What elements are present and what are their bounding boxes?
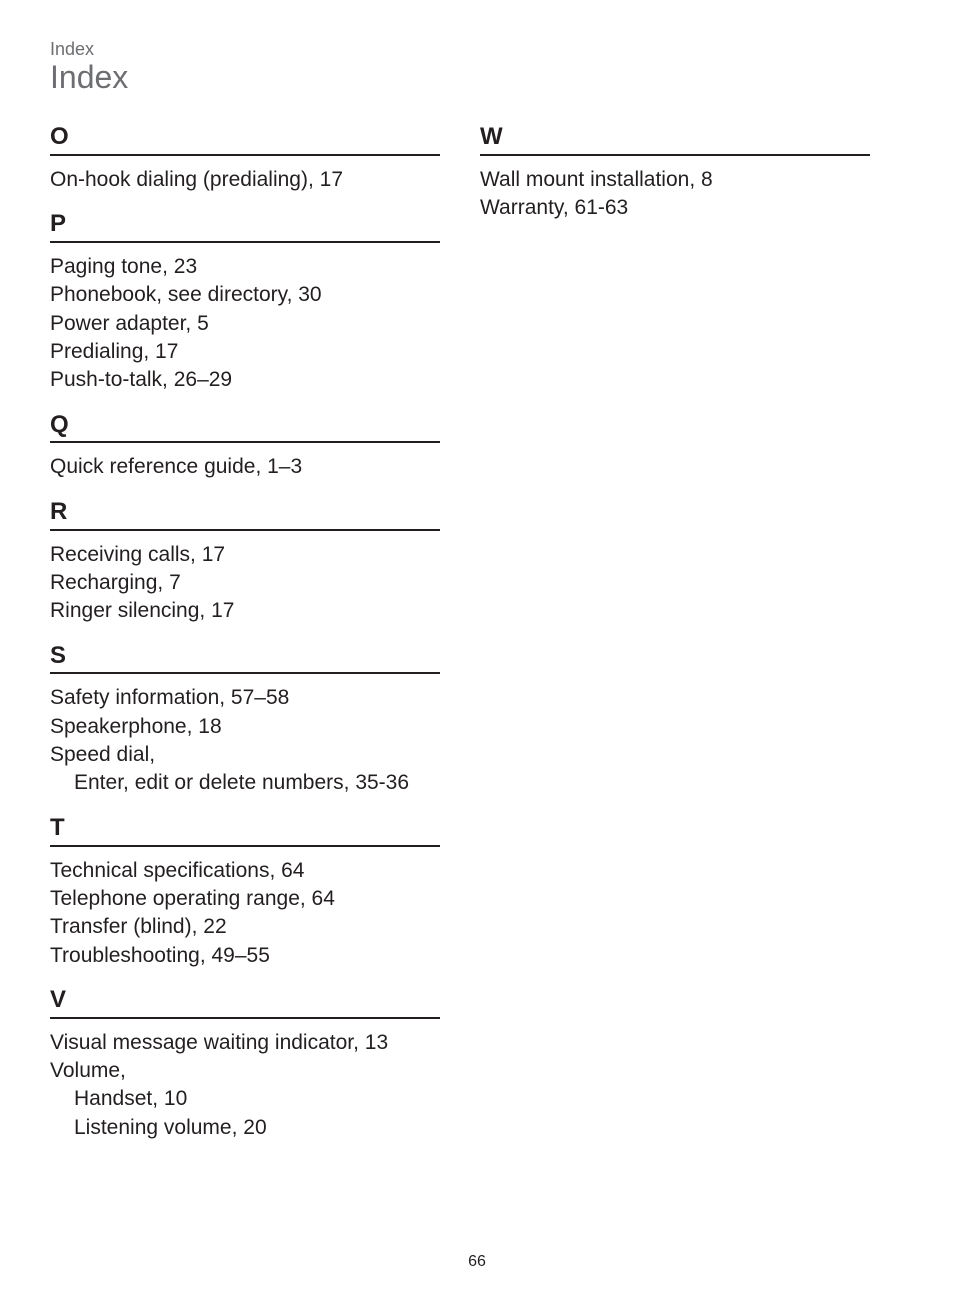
index-entry: Safety information, 57–58: [50, 684, 440, 712]
index-entry: Transfer (blind), 22: [50, 913, 440, 941]
index-entry: Volume,: [50, 1057, 440, 1085]
index-sub-entry: Enter, edit or delete numbers, 35-36: [50, 769, 440, 797]
index-entry: Telephone operating range, 64: [50, 885, 440, 913]
index-entry: Wall mount installation, 8: [480, 166, 870, 194]
index-entries-group: Paging tone, 23Phonebook, see directory,…: [50, 253, 440, 395]
index-entry: Warranty, 61-63: [480, 194, 870, 222]
index-entries-group: Safety information, 57–58Speakerphone, 1…: [50, 684, 440, 797]
left-column: O On-hook dialing (predialing), 17 P Paging…: [50, 123, 440, 1158]
index-entries-group: Technical specifications, 64Telephone op…: [50, 857, 440, 970]
index-entry: Receiving calls, 17: [50, 541, 440, 569]
index-letter-heading: T: [50, 814, 440, 847]
index-letter-heading: R: [50, 498, 440, 531]
index-entry: Ringer silencing, 17: [50, 597, 440, 625]
index-entries-group: Visual message waiting indicator, 13Volu…: [50, 1029, 440, 1142]
index-sub-entry: Listening volume, 20: [50, 1114, 440, 1142]
index-entry: Predialing, 17: [50, 338, 440, 366]
page-number: 66: [0, 1253, 954, 1271]
index-entry: Recharging, 7: [50, 569, 440, 597]
index-letter-heading: O: [50, 123, 440, 156]
index-entry: Phonebook, see directory, 30: [50, 281, 440, 309]
index-entries-group: Wall mount installation, 8Warranty, 61-6…: [480, 166, 870, 223]
index-entry: Speakerphone, 18: [50, 713, 440, 741]
header-small-label: Index: [50, 40, 904, 60]
index-entry: Quick reference guide, 1–3: [50, 453, 440, 481]
index-letter-heading: Q: [50, 411, 440, 444]
index-entries-group: Receiving calls, 17Recharging, 7Ringer s…: [50, 541, 440, 626]
index-letter-heading: P: [50, 210, 440, 243]
index-page: Index Index O On-hook dialing (predialing…: [0, 0, 954, 1295]
index-sub-entry: Handset, 10: [50, 1085, 440, 1113]
index-letter-heading: S: [50, 642, 440, 675]
index-letter-heading: W: [480, 123, 870, 156]
index-columns: O On-hook dialing (predialing), 17 P Paging…: [50, 123, 904, 1158]
index-entry: On-hook dialing (predialing), 17: [50, 166, 440, 194]
index-entries-group: On-hook dialing (predialing), 17: [50, 166, 440, 194]
index-entry: Technical specifications, 64: [50, 857, 440, 885]
index-letter-heading: V: [50, 986, 440, 1019]
index-entry: Paging tone, 23: [50, 253, 440, 281]
right-column: W Wall mount installation, 8Warranty, 61-…: [480, 123, 870, 1158]
index-entry: Speed dial,: [50, 741, 440, 769]
header-large-title: Index: [50, 60, 904, 95]
index-entry: Visual message waiting indicator, 13: [50, 1029, 440, 1057]
index-entries-group: Quick reference guide, 1–3: [50, 453, 440, 481]
index-entry: Push-to-talk, 26–29: [50, 366, 440, 394]
index-entry: Troubleshooting, 49–55: [50, 942, 440, 970]
index-entry: Power adapter, 5: [50, 310, 440, 338]
